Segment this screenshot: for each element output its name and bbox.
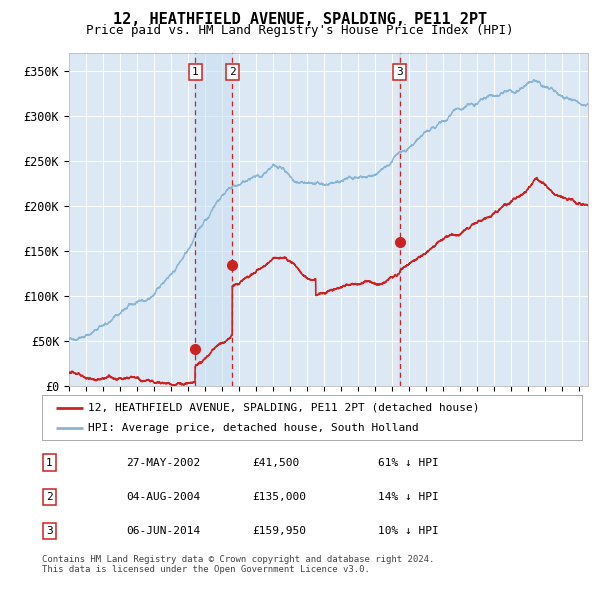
Text: 12, HEATHFIELD AVENUE, SPALDING, PE11 2PT: 12, HEATHFIELD AVENUE, SPALDING, PE11 2P… [113,12,487,27]
Text: 10% ↓ HPI: 10% ↓ HPI [378,526,439,536]
Text: 2: 2 [46,492,53,502]
Bar [399,53,400,386]
Text: Contains HM Land Registry data © Crown copyright and database right 2024.
This d: Contains HM Land Registry data © Crown c… [42,555,434,574]
Text: Price paid vs. HM Land Registry's House Price Index (HPI): Price paid vs. HM Land Registry's House … [86,24,514,37]
Text: 12, HEATHFIELD AVENUE, SPALDING, PE11 2PT (detached house): 12, HEATHFIELD AVENUE, SPALDING, PE11 2P… [88,403,479,412]
Text: HPI: Average price, detached house, South Holland: HPI: Average price, detached house, Sout… [88,424,419,434]
Text: 61% ↓ HPI: 61% ↓ HPI [378,458,439,467]
Text: £41,500: £41,500 [252,458,299,467]
Text: 04-AUG-2004: 04-AUG-2004 [126,492,200,502]
Text: 3: 3 [46,526,53,536]
Text: 1: 1 [46,458,53,467]
Text: 14% ↓ HPI: 14% ↓ HPI [378,492,439,502]
Text: 27-MAY-2002: 27-MAY-2002 [126,458,200,467]
Text: 3: 3 [396,67,403,77]
Text: 1: 1 [192,67,199,77]
Text: £159,950: £159,950 [252,526,306,536]
Text: £135,000: £135,000 [252,492,306,502]
Bar [195,53,232,386]
Text: 2: 2 [229,67,236,77]
Text: 06-JUN-2014: 06-JUN-2014 [126,526,200,536]
